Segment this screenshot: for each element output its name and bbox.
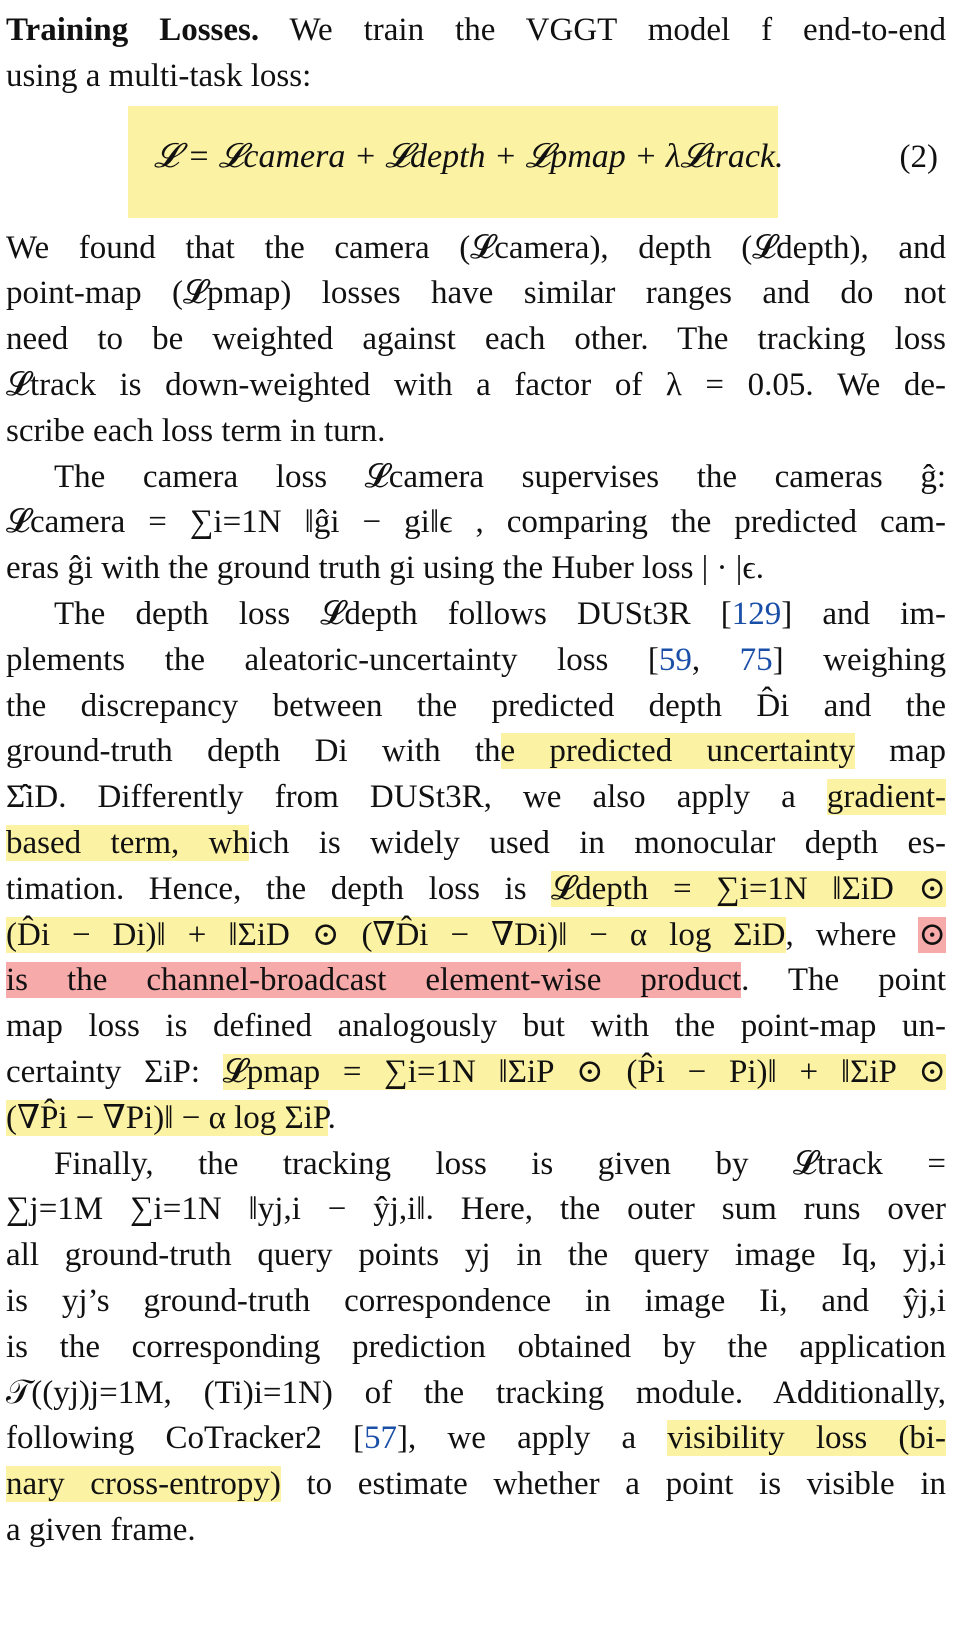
paragraph-line: is yj’s ground-truth correspondence in i… (6, 1282, 946, 1319)
yellow-highlight: visibility loss (bi- (667, 1420, 946, 1457)
yellow-highlight: gradient- (826, 779, 946, 816)
text-span: following CoTracker2 [ (6, 1420, 365, 1457)
paragraph-line: (∇P̂i − ∇Pi)‖ − α log ΣiP. (6, 1096, 946, 1142)
text-span: ich is widely used in monocular depth es… (249, 824, 946, 861)
equation-block: 𝓛 = 𝓛camera + 𝓛depth + 𝓛pmap + λ𝓛track. … (6, 100, 946, 226)
red-highlight: is the channel-broadcast element-wise pr… (6, 962, 742, 999)
paragraph-line: nary cross-entropy) to estimate whether … (6, 1462, 946, 1508)
paper-page: Training Losses. We train the VGGT model… (6, 8, 946, 1554)
text-span: certainty ΣiP: (6, 1053, 223, 1090)
yellow-highlight: 𝓛pmap = ∑i=1N ‖ΣiP ⊙ (P̂i − Pi)‖ + ‖ΣiP … (222, 1053, 946, 1090)
paragraph-line: certainty ΣiP: 𝓛pmap = ∑i=1N ‖ΣiP ⊙ (P̂i… (6, 1050, 946, 1096)
section-heading: Training Losses. (6, 12, 260, 48)
paragraph-line: 𝒯((yj)j=1M, (Ti)i=1N) of the tracking mo… (6, 1374, 946, 1411)
text-span: ], we apply a (397, 1420, 668, 1457)
paragraph-line: the discrepancy between the predicted de… (6, 687, 946, 724)
text-span: plements the aleatoric-uncertainty loss … (6, 641, 659, 678)
text-span: map (854, 733, 946, 770)
paragraph-line: The depth loss 𝓛depth follows DUSt3R [12… (6, 592, 946, 638)
equation-highlight (128, 105, 778, 218)
paragraph-line: scribe each loss term in turn. (6, 412, 386, 449)
paragraph-line: 𝓛track is down-weighted with a factor of… (6, 366, 946, 403)
paragraph-line: The camera loss 𝓛camera supervises the c… (54, 458, 946, 495)
paragraph-line: timation. Hence, the depth loss is 𝓛dept… (6, 867, 946, 913)
equation-number: (2) (899, 138, 938, 175)
paragraph-line: We found that the camera (𝓛camera), dept… (6, 229, 946, 266)
text-span: . (327, 1099, 336, 1136)
yellow-highlight: based term, wh (6, 824, 249, 861)
paragraph-line: (D̂i − Di)‖ + ‖ΣiD ⊙ (∇D̂i − ∇Di)‖ − α l… (6, 913, 946, 959)
text-span: ground-truth depth Di with th (6, 733, 501, 770)
paragraph-line: is the channel-broadcast element-wise pr… (6, 958, 946, 1004)
paragraph-depth: The depth loss 𝓛depth follows DUSt3R [12… (6, 592, 946, 1142)
paragraph-tracking: Finally, the tracking loss is given by 𝓛… (6, 1142, 946, 1554)
paragraph-line: ∑j=1M ∑i=1N ‖yj,i − ŷj,i‖. Here, the out… (6, 1191, 946, 1228)
paragraph-line: is the corresponding prediction obtained… (6, 1328, 946, 1365)
citation-link[interactable]: 129 (731, 595, 782, 632)
paragraph-line: all ground-truth query points yj in the … (6, 1237, 946, 1274)
paragraph-line: based term, which is widely used in mono… (6, 821, 946, 867)
paragraph-line: following CoTracker2 [57], we apply a vi… (6, 1416, 946, 1462)
paragraph-line: plements the aleatoric-uncertainty loss … (6, 638, 946, 684)
paragraph-line: 𝓛camera = ∑i=1N ‖ĝi − gi‖ϵ , comparing t… (6, 504, 946, 541)
text-span: timation. Hence, the depth loss is (6, 870, 552, 907)
text-span: . The point (741, 962, 946, 999)
equation-2: 𝓛 = 𝓛camera + 𝓛depth + 𝓛pmap + λ𝓛track. (154, 137, 784, 175)
paragraph-line: Σ̂iD. Differently from DUSt3R, we also a… (6, 775, 946, 821)
text-span: ] weighing (772, 641, 946, 678)
paragraph-line: eras ĝi with the ground truth gi using t… (6, 550, 764, 587)
text-span: , (691, 641, 740, 678)
intro-line-2: using a multi-task loss: (6, 57, 312, 94)
text-span: , where (785, 916, 919, 953)
text-span: Σ̂iD. Differently from DUSt3R, we also a… (6, 779, 827, 816)
paragraph-line: point-map (𝓛pmap) losses have similar ra… (6, 275, 946, 312)
intro-line-1: Training Losses. We train the VGGT model… (6, 8, 946, 54)
paragraph-line: map loss is defined analogously but with… (6, 1008, 946, 1045)
paragraph-camera: The camera loss 𝓛camera supervises the c… (6, 455, 946, 592)
yellow-highlight: e predicted uncertainty (500, 733, 855, 770)
yellow-highlight: (∇P̂i − ∇Pi)‖ − α log ΣiP (6, 1099, 328, 1136)
paragraph-ranges: We found that the camera (𝓛camera), dept… (6, 226, 946, 455)
citation-link[interactable]: 57 (364, 1420, 398, 1457)
paragraph-line: Finally, the tracking loss is given by 𝓛… (54, 1145, 946, 1182)
text-span: ] and im- (781, 595, 946, 632)
intro-text: We train the VGGT model f end-to-end (289, 12, 947, 48)
yellow-highlight: nary cross-entropy) (6, 1466, 281, 1503)
yellow-highlight: (D̂i − Di)‖ + ‖ΣiD ⊙ (∇D̂i − ∇Di)‖ − α l… (6, 916, 786, 953)
paragraph-line: need to be weighted against each other. … (6, 321, 946, 358)
paragraph-line: a given frame. (6, 1511, 196, 1548)
red-highlight: ⊙ (918, 916, 946, 953)
citation-link[interactable]: 59 (658, 641, 692, 678)
citation-link[interactable]: 75 (739, 641, 773, 678)
paragraph-line: ground-truth depth Di with the predicted… (6, 729, 946, 775)
text-span: to estimate whether a point is visible i… (280, 1466, 946, 1503)
text-span: The depth loss 𝓛depth follows DUSt3R [ (54, 595, 732, 632)
yellow-highlight: 𝓛depth = ∑i=1N ‖ΣiD ⊙ (551, 870, 946, 907)
